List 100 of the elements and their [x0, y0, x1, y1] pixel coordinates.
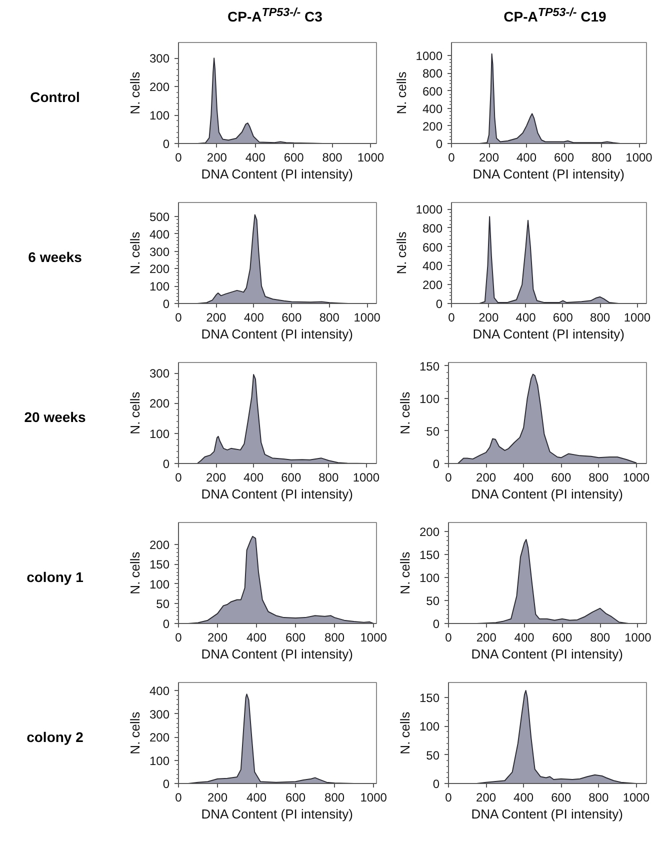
x-tick-label: 800	[591, 150, 612, 164]
y-tick-label: 100	[149, 280, 170, 294]
y-tick-label: 150	[419, 359, 440, 374]
x-axis-title: DNA Content (PI intensity)	[201, 486, 354, 502]
x-tick-label: 200	[478, 310, 499, 324]
y-tick-label: 300	[149, 366, 170, 381]
x-axis-title: DNA Content (PI intensity)	[201, 646, 354, 662]
x-tick-label: 200	[476, 790, 496, 804]
x-tick-label: 0	[448, 310, 456, 324]
x-tick-label: 1000	[626, 150, 653, 164]
y-tick-label: 0	[432, 457, 440, 471]
y-tick-label: 50	[426, 424, 440, 438]
y-axis-title: N. cells	[127, 391, 142, 434]
x-tick-label: 200	[206, 310, 227, 324]
x-axis-title: DNA Content (PI intensity)	[201, 326, 354, 342]
x-tick-label: 400	[516, 310, 536, 324]
x-tick-label: 1000	[357, 150, 384, 164]
y-tick-label: 200	[149, 396, 170, 411]
text: colony 1	[26, 568, 84, 587]
x-tick-label: 1000	[624, 310, 651, 324]
y-tick-label: 0	[162, 137, 170, 151]
x-axis-title: DNA Content (PI intensity)	[472, 166, 625, 182]
y-tick-label: 100	[149, 426, 170, 441]
x-tick-label: 800	[322, 150, 343, 164]
x-tick-label: 400	[514, 790, 534, 804]
y-tick-label: 100	[419, 571, 440, 586]
y-axis-title: N. cells	[127, 711, 142, 754]
y-tick-label: 0	[162, 297, 170, 311]
y-tick-label: 1000	[416, 49, 443, 64]
x-tick-label: 400	[244, 310, 264, 324]
x-tick-label: 400	[245, 150, 266, 164]
x-tick-label: 0	[445, 470, 452, 484]
y-tick-label: 0	[162, 777, 170, 791]
x-tick-label: 400	[514, 630, 535, 644]
y-tick-label: 0	[432, 617, 440, 631]
y-tick-label: 300	[149, 244, 170, 259]
y-tick-label: 50	[156, 597, 170, 612]
x-tick-label: 0	[175, 790, 182, 804]
x-axis-title: DNA Content (PI intensity)	[471, 486, 624, 502]
x-tick-label: 1000	[360, 790, 388, 804]
text: colony 2	[26, 728, 84, 747]
x-tick-label: 600	[554, 150, 574, 164]
x-tick-label: 400	[516, 150, 537, 164]
y-tick-label: 100	[149, 108, 170, 123]
x-tick-label: 400	[514, 470, 534, 484]
x-tick-label: 800	[318, 470, 339, 484]
y-tick-label: 150	[419, 690, 440, 705]
x-tick-label: 800	[319, 310, 340, 324]
y-tick-label: 400	[149, 227, 170, 242]
y-tick-label: 600	[422, 240, 443, 254]
chart-title: CP-A$^{TP53-/-}$ C3	[226, 5, 324, 27]
x-tick-label: 0	[445, 630, 452, 644]
y-tick-label: 150	[419, 548, 440, 562]
x-tick-label: 600	[552, 310, 574, 324]
text: Control	[29, 88, 81, 107]
chart-title: CP-A$^{TP53-/-}$ C19	[502, 5, 608, 27]
x-tick-label: 200	[208, 790, 228, 804]
x-tick-label: 1000	[352, 470, 380, 484]
x-tick-label: 1000	[622, 470, 650, 484]
y-axis-title: N. cells	[394, 231, 409, 274]
y-axis-title: N. cells	[127, 71, 142, 114]
x-tick-label: 200	[206, 470, 226, 484]
y-tick-label: 400	[149, 684, 170, 698]
x-tick-label: 800	[588, 790, 609, 804]
x-axis-title: DNA Content (PI intensity)	[472, 326, 625, 342]
x-tick-label: 1000	[624, 630, 652, 644]
y-axis-title: N. cells	[127, 231, 142, 274]
y-tick-label: 800	[422, 66, 443, 81]
x-axis-title: DNA Content (PI intensity)	[201, 166, 354, 182]
x-tick-label: 400	[246, 790, 267, 804]
text: 20 weeks	[23, 408, 87, 427]
y-tick-label: 300	[149, 52, 170, 66]
x-tick-label: 600	[284, 150, 304, 164]
y-tick-label: 0	[436, 137, 443, 151]
x-tick-label: 400	[244, 470, 264, 484]
x-tick-label: 400	[246, 630, 267, 644]
y-tick-label: 0	[432, 777, 440, 791]
y-axis-title: N. cells	[397, 711, 412, 754]
y-tick-label: 0	[162, 457, 170, 471]
x-axis-title: DNA Content (PI intensity)	[471, 646, 624, 662]
x-axis-title: DNA Content (PI intensity)	[201, 806, 354, 822]
y-tick-label: 150	[149, 558, 170, 572]
y-tick-label: 100	[149, 577, 170, 592]
x-tick-label: 800	[590, 310, 610, 324]
y-tick-label: 50	[426, 594, 440, 608]
x-tick-label: 200	[476, 630, 497, 644]
y-tick-label: 200	[149, 80, 170, 94]
x-axis-title: DNA Content (PI intensity)	[471, 806, 624, 822]
x-tick-label: 600	[281, 470, 302, 484]
y-tick-label: 100	[419, 392, 440, 406]
x-tick-label: 800	[588, 470, 609, 484]
y-tick-label: 600	[422, 84, 443, 98]
y-tick-label: 100	[149, 754, 170, 768]
x-tick-label: 200	[476, 470, 496, 484]
x-tick-label: 200	[478, 150, 500, 164]
y-tick-label: 200	[149, 538, 170, 552]
x-tick-label: 600	[286, 630, 306, 644]
y-tick-label: 800	[422, 221, 443, 236]
y-tick-label: 200	[419, 525, 440, 540]
y-tick-label: 500	[149, 210, 170, 224]
